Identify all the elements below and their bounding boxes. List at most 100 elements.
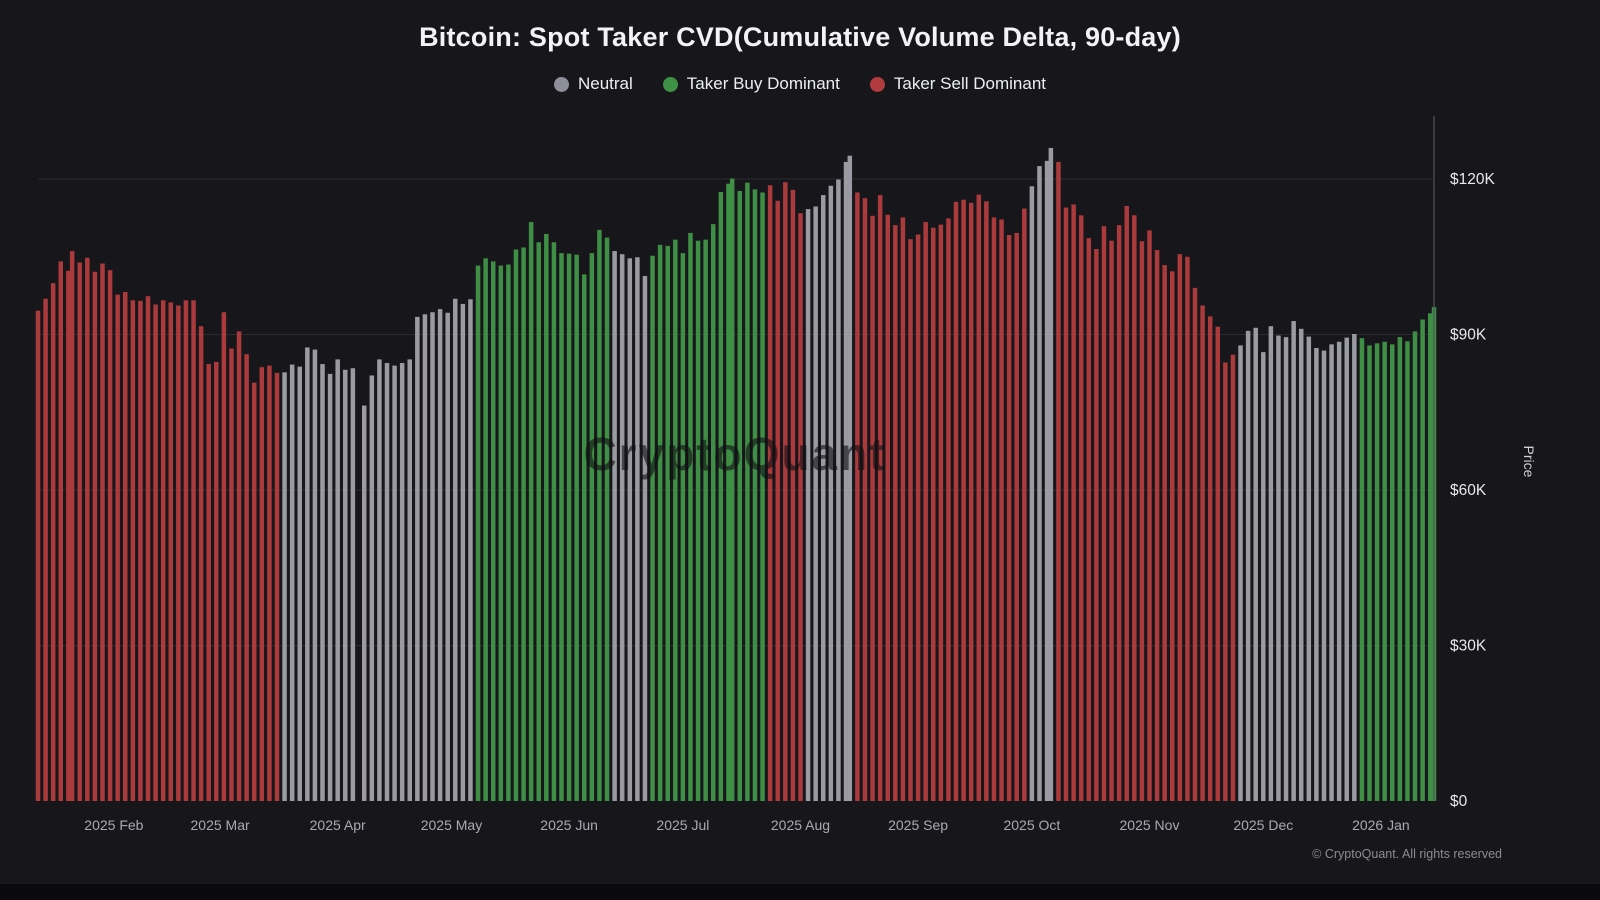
copyright-notice: © CryptoQuant. All rights reserved [1312,847,1502,861]
price-bar [384,363,390,801]
price-bar [999,219,1004,801]
price-bar [836,179,841,802]
price-bar [350,368,356,801]
price-bar [1238,345,1243,801]
price-bar [490,261,496,801]
price-bar [85,257,90,801]
price-bar [1101,226,1107,801]
price-bar [953,201,959,801]
price-bar [1321,350,1327,801]
price-bar [145,296,151,801]
price-bar [1268,326,1274,801]
price-bar [1412,331,1418,801]
price-bar [221,312,227,801]
price-bar [1367,345,1372,801]
price-bar [58,261,64,801]
price-bar [1253,327,1258,801]
price-bar [1056,161,1061,801]
price-bar [1169,271,1175,801]
price-bar [475,265,481,801]
price-bar [1139,241,1145,801]
price-bar [1200,305,1205,801]
legend-item-taker-buy-dominant[interactable]: Taker Buy Dominant [662,74,840,94]
price-bar [665,245,670,801]
price-bar [430,312,435,801]
price-bar [506,264,511,801]
price-bar [695,240,701,801]
x-tick-label: 2025 Oct [1003,817,1060,833]
price-bar [191,300,196,801]
price-bar [805,209,811,801]
chart-legend: Neutral Taker Buy Dominant Taker Sell Do… [0,74,1600,94]
x-tick-label: 2025 Dec [1233,817,1293,833]
y-tick-label: $90K [1450,327,1487,344]
x-tick-label: 2025 Apr [310,817,366,833]
price-bar [908,239,913,802]
price-bar [399,363,405,801]
x-tick-label: 2025 Jul [656,817,709,833]
price-bar [1427,313,1433,801]
price-bar [50,283,56,801]
price-bar [69,251,75,801]
price-bar [635,257,640,801]
price-bar [885,214,890,801]
price-bar [657,244,663,801]
price-bar [1223,362,1228,801]
watermark: CryptoQuant [583,428,886,480]
price-bar [168,302,174,801]
price-bar [1397,337,1403,801]
x-tick-label: 2025 Sep [888,817,948,833]
price-bar [1109,240,1114,801]
legend-item-taker-sell-dominant[interactable]: Taker Sell Dominant [869,74,1046,94]
chart-plot-area[interactable]: CryptoQuant $0 $30K $60K $90K $120K Price 2025 … [0,112,1600,852]
price-bar [236,331,242,801]
price-bar [153,304,158,801]
price-bar [855,192,860,802]
price-bar [1132,215,1137,801]
price-bar [729,178,735,801]
price-bar [968,202,974,801]
legend-dot-neutral-icon [553,76,569,92]
y-axis-title: Price [1521,446,1537,478]
x-tick-label: 2025 Mar [191,817,250,833]
price-bar [498,265,504,801]
price-bar [1390,344,1395,801]
price-bar [1192,287,1198,801]
price-bar [566,253,572,801]
price-bar [650,255,655,802]
price-bar [976,194,982,801]
price-bar [710,224,716,802]
price-bar [1329,344,1334,801]
legend-item-neutral[interactable]: Neutral [553,74,633,94]
price-bar [752,189,758,801]
price-bar [915,234,921,801]
price-bar [1298,328,1304,801]
price-bar [483,258,488,801]
price-bar [1314,347,1319,801]
price-bar [1276,335,1281,801]
price-bar [627,258,633,801]
price-bar [244,354,249,801]
price-bar [289,364,295,801]
price-bar [870,215,875,801]
price-bar [847,155,853,801]
price-bar [1029,186,1035,802]
price-bar [544,233,549,801]
price-bar [775,200,780,801]
price-bar [66,270,71,801]
price-bar [130,300,136,801]
price-bar [1154,250,1160,801]
price-bar [737,190,743,801]
price-bar [407,359,413,801]
bottom-bar [0,884,1600,900]
price-bar [1006,234,1012,801]
price-bar [1037,166,1042,801]
price-bar [688,232,693,802]
price-bar [893,225,898,801]
price-bar [574,254,579,802]
price-bar [1116,225,1122,801]
price-bar [1261,352,1266,801]
price-bar [274,372,280,801]
price-bar [1283,337,1289,801]
price-bar [377,359,382,801]
